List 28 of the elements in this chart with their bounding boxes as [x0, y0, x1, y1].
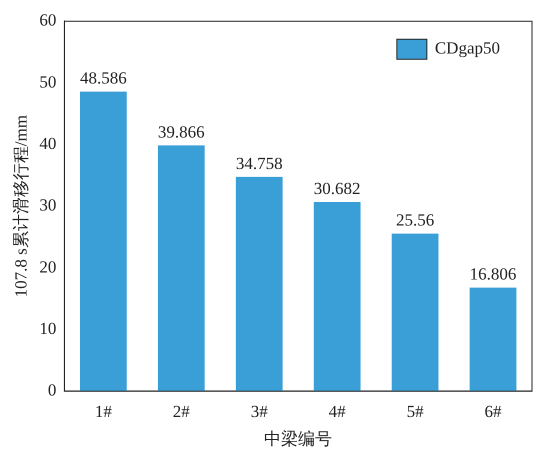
bar [236, 176, 283, 392]
x-tick-label: 5# [406, 402, 424, 421]
legend-label: CDgap50 [434, 38, 500, 58]
data-label: 39.866 [158, 122, 205, 142]
bar [470, 288, 516, 392]
y-tick-label: 50 [39, 72, 56, 92]
bar [80, 92, 127, 392]
data-label: 34.758 [236, 154, 283, 173]
bar [314, 202, 361, 392]
x-tick-label: 2# [172, 402, 190, 421]
y-tick-label: 30 [39, 196, 56, 215]
y-tick-label: 0 [48, 380, 56, 400]
y-tick-label: 10 [39, 319, 56, 338]
data-label: 16.806 [470, 264, 516, 284]
x-tick-label: 1# [94, 402, 112, 421]
bar [158, 145, 205, 392]
y-tick-label: 20 [39, 257, 56, 276]
y-tick-label: 40 [39, 134, 56, 153]
data-label: 30.682 [314, 178, 361, 198]
x-tick-label: 3# [250, 402, 268, 421]
y-axis-title: 107.8 s累计滑移行程/mm [12, 115, 31, 298]
data-label: 25.56 [396, 210, 434, 230]
data-label: 48.586 [80, 68, 127, 88]
x-axis-title: 中梁编号 [264, 429, 332, 448]
x-tick-label: 6# [484, 402, 502, 421]
y-tick-label: 60 [39, 10, 56, 30]
bar [392, 234, 438, 392]
x-tick-label: 4# [328, 402, 346, 421]
